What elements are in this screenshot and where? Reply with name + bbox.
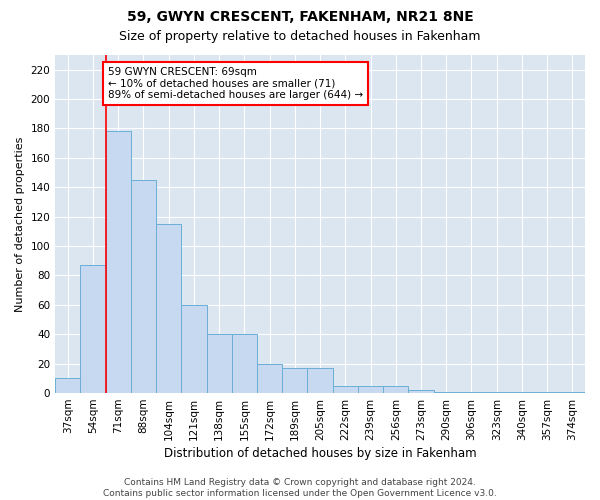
Bar: [206, 334, 232, 393]
Bar: [282, 368, 307, 393]
Bar: [257, 364, 282, 393]
Text: Size of property relative to detached houses in Fakenham: Size of property relative to detached ho…: [119, 30, 481, 43]
Bar: [535, 392, 560, 393]
Bar: [509, 392, 535, 393]
Bar: [459, 392, 484, 393]
Bar: [307, 368, 332, 393]
Bar: [560, 392, 585, 393]
Text: 59, GWYN CRESCENT, FAKENHAM, NR21 8NE: 59, GWYN CRESCENT, FAKENHAM, NR21 8NE: [127, 10, 473, 24]
Bar: [232, 334, 257, 393]
Bar: [409, 390, 434, 393]
Bar: [332, 386, 358, 393]
Bar: [484, 392, 509, 393]
X-axis label: Distribution of detached houses by size in Fakenham: Distribution of detached houses by size …: [164, 447, 476, 460]
Bar: [181, 305, 206, 393]
Y-axis label: Number of detached properties: Number of detached properties: [15, 136, 25, 312]
Bar: [106, 132, 131, 393]
Bar: [80, 265, 106, 393]
Bar: [383, 386, 409, 393]
Bar: [434, 392, 459, 393]
Text: Contains HM Land Registry data © Crown copyright and database right 2024.
Contai: Contains HM Land Registry data © Crown c…: [103, 478, 497, 498]
Bar: [55, 378, 80, 393]
Text: 59 GWYN CRESCENT: 69sqm
← 10% of detached houses are smaller (71)
89% of semi-de: 59 GWYN CRESCENT: 69sqm ← 10% of detache…: [108, 67, 363, 100]
Bar: [131, 180, 156, 393]
Bar: [156, 224, 181, 393]
Bar: [358, 386, 383, 393]
